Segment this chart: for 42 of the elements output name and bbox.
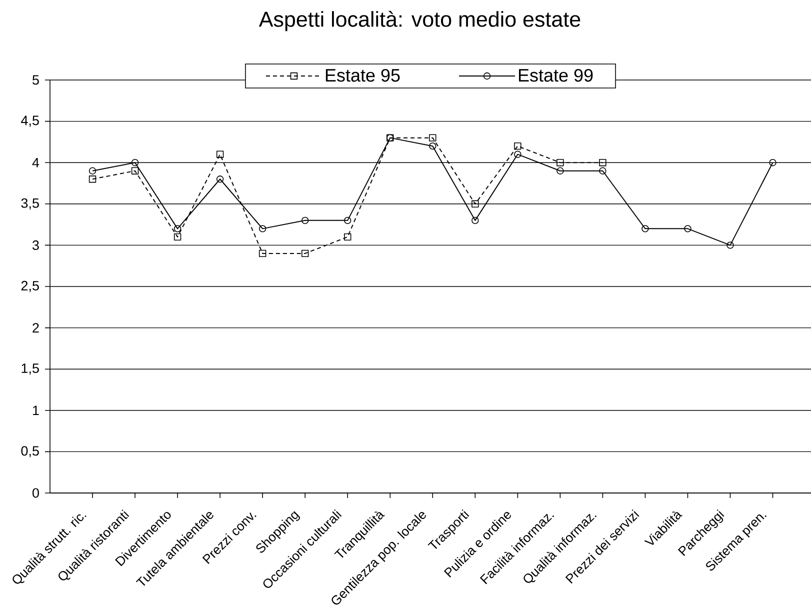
point (174, 233, 182, 241)
point (556, 159, 564, 166)
point (216, 150, 224, 158)
point (258, 225, 266, 232)
y-tick-label: 3,5 (21, 198, 39, 210)
y-tick-label: 3 (32, 240, 39, 250)
point (344, 233, 352, 241)
point (429, 134, 436, 142)
chart-title: Aspetti località: voto medio estate (258, 10, 580, 32)
legend-label: Estate 95 (326, 68, 400, 82)
point (258, 250, 266, 258)
point (514, 142, 522, 150)
point (88, 176, 96, 183)
point (684, 225, 692, 232)
point (726, 242, 734, 249)
y-tick-label: 4 (32, 158, 40, 168)
point (131, 167, 139, 174)
point (216, 176, 224, 183)
point (131, 159, 139, 166)
point (599, 167, 606, 174)
point (769, 159, 776, 166)
y-tick-label: 0,5 (21, 446, 39, 458)
point (599, 159, 606, 166)
legend-label: Estate 99 (518, 68, 593, 82)
point (514, 150, 522, 158)
point (642, 225, 649, 232)
y-tick-label: 4,5 (21, 116, 39, 127)
point (301, 216, 309, 224)
y-tick-label: 2 (32, 323, 39, 333)
y-tick-label: 1 (33, 406, 39, 416)
point (429, 142, 436, 150)
y-tick-label: 5 (32, 75, 39, 85)
y-tick-label: 2,5 (21, 280, 39, 292)
point (556, 167, 564, 174)
point (472, 216, 479, 224)
point (472, 200, 479, 208)
point (344, 216, 352, 224)
point (301, 250, 309, 258)
y-tick-label: 1,5 (22, 364, 39, 375)
point (174, 225, 182, 232)
point (88, 167, 96, 174)
y-tick-label: 0 (32, 488, 39, 498)
